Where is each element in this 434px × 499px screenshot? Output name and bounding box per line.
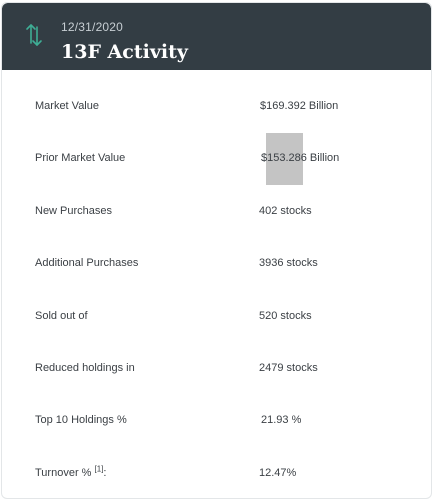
row-label: New Purchases [35,205,112,217]
row-value: 12.47% [259,467,296,479]
row-label: Additional Purchases [35,257,138,269]
row-value: 21.93 % [261,414,301,426]
label-suffix: : [103,467,106,479]
row-value: 520 stocks [259,310,312,322]
row-label: Prior Market Value [35,152,125,164]
row-label: Top 10 Holdings % [35,414,127,426]
card-header: 12/31/2020 13F Activity [2,3,431,70]
row-label: Turnover % [1]: [35,467,106,479]
report-date: 12/31/2020 [61,20,123,34]
row-label: Reduced holdings in [35,362,135,374]
row-label: Sold out of [35,310,88,322]
row-value: $153.286 Billion [261,152,339,164]
card-title: 13F Activity [61,41,188,63]
row-market-value: Market Value $169.392 Billion [2,97,431,117]
row-sold-out-of: Sold out of 520 stocks [2,307,431,327]
row-reduced-holdings: Reduced holdings in 2479 stocks [2,359,431,379]
turnover-label-text: Turnover % [35,467,91,479]
row-top10-holdings: Top 10 Holdings % 21.93 % [2,411,431,431]
row-prior-market-value: Prior Market Value $153.286 Billion [2,149,431,169]
row-new-purchases: New Purchases 402 stocks [2,202,431,222]
row-value: 2479 stocks [259,362,318,374]
row-value: $169.392 Billion [260,100,338,112]
row-turnover: Turnover % [1]: 12.47% [2,464,431,484]
row-value: 3936 stocks [259,257,318,269]
up-down-arrows-icon [24,22,44,48]
row-additional-purchases: Additional Purchases 3936 stocks [2,254,431,274]
row-value: 402 stocks [259,205,312,217]
row-label: Market Value [35,100,99,112]
